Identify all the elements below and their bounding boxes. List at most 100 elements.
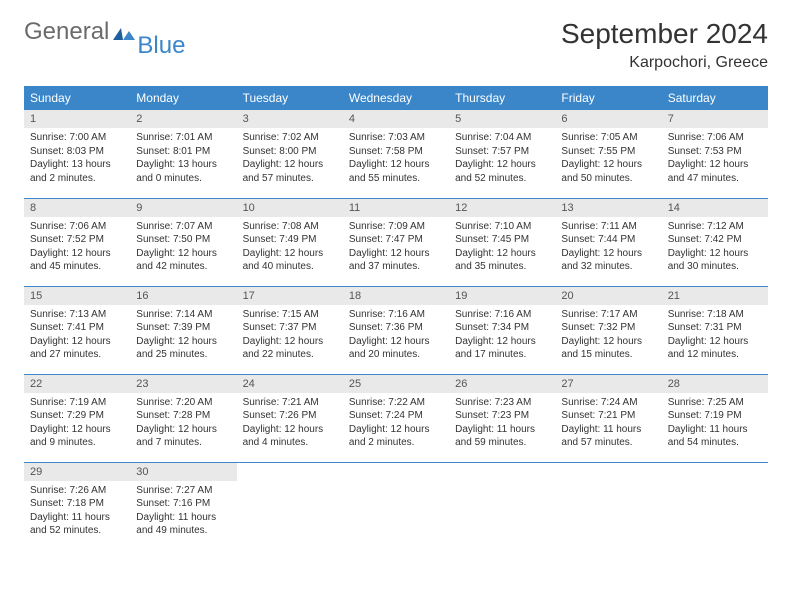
daylight-text: Daylight: 12 hours and 30 minutes. xyxy=(668,247,762,274)
sunrise-text: Sunrise: 7:25 AM xyxy=(668,396,762,410)
sunrise-text: Sunrise: 7:04 AM xyxy=(455,131,549,145)
sunset-text: Sunset: 7:31 PM xyxy=(668,321,762,335)
calendar-cell: 4Sunrise: 7:03 AMSunset: 7:58 PMDaylight… xyxy=(343,110,449,198)
daylight-text: Daylight: 12 hours and 9 minutes. xyxy=(30,423,124,450)
sunrise-text: Sunrise: 7:16 AM xyxy=(455,308,549,322)
calendar-cell: 24Sunrise: 7:21 AMSunset: 7:26 PMDayligh… xyxy=(237,374,343,462)
header: General Blue September 2024 Karpochori, … xyxy=(24,18,768,72)
daylight-text: Daylight: 13 hours and 2 minutes. xyxy=(30,158,124,185)
daylight-text: Daylight: 13 hours and 0 minutes. xyxy=(136,158,230,185)
sunset-text: Sunset: 7:29 PM xyxy=(30,409,124,423)
daylight-text: Daylight: 12 hours and 32 minutes. xyxy=(561,247,655,274)
calendar-cell: 28Sunrise: 7:25 AMSunset: 7:19 PMDayligh… xyxy=(662,374,768,462)
sunrise-text: Sunrise: 7:27 AM xyxy=(136,484,230,498)
calendar-cell: 21Sunrise: 7:18 AMSunset: 7:31 PMDayligh… xyxy=(662,286,768,374)
sunrise-text: Sunrise: 7:19 AM xyxy=(30,396,124,410)
day-number: 10 xyxy=(237,199,343,217)
day-number: 29 xyxy=(24,463,130,481)
day-details: Sunrise: 7:01 AMSunset: 8:01 PMDaylight:… xyxy=(130,128,236,189)
calendar-cell: 27Sunrise: 7:24 AMSunset: 7:21 PMDayligh… xyxy=(555,374,661,462)
day-number: 17 xyxy=(237,287,343,305)
daylight-text: Daylight: 11 hours and 59 minutes. xyxy=(455,423,549,450)
day-details: Sunrise: 7:09 AMSunset: 7:47 PMDaylight:… xyxy=(343,217,449,278)
daylight-text: Daylight: 12 hours and 50 minutes. xyxy=(561,158,655,185)
calendar-cell: .. xyxy=(555,462,661,550)
sunrise-text: Sunrise: 7:07 AM xyxy=(136,220,230,234)
daylight-text: Daylight: 12 hours and 25 minutes. xyxy=(136,335,230,362)
day-details: Sunrise: 7:02 AMSunset: 8:00 PMDaylight:… xyxy=(237,128,343,189)
sunrise-text: Sunrise: 7:06 AM xyxy=(30,220,124,234)
daylight-text: Daylight: 11 hours and 57 minutes. xyxy=(561,423,655,450)
sunset-text: Sunset: 7:36 PM xyxy=(349,321,443,335)
daylight-text: Daylight: 12 hours and 37 minutes. xyxy=(349,247,443,274)
day-number: 30 xyxy=(130,463,236,481)
sunset-text: Sunset: 7:23 PM xyxy=(455,409,549,423)
sunset-text: Sunset: 8:00 PM xyxy=(243,145,337,159)
day-details: Sunrise: 7:24 AMSunset: 7:21 PMDaylight:… xyxy=(555,393,661,454)
daylight-text: Daylight: 12 hours and 15 minutes. xyxy=(561,335,655,362)
calendar-row: 22Sunrise: 7:19 AMSunset: 7:29 PMDayligh… xyxy=(24,374,768,462)
daylight-text: Daylight: 12 hours and 52 minutes. xyxy=(455,158,549,185)
day-details: Sunrise: 7:07 AMSunset: 7:50 PMDaylight:… xyxy=(130,217,236,278)
calendar-cell: 6Sunrise: 7:05 AMSunset: 7:55 PMDaylight… xyxy=(555,110,661,198)
sunset-text: Sunset: 7:21 PM xyxy=(561,409,655,423)
sunset-text: Sunset: 7:44 PM xyxy=(561,233,655,247)
sunrise-text: Sunrise: 7:05 AM xyxy=(561,131,655,145)
day-details: Sunrise: 7:05 AMSunset: 7:55 PMDaylight:… xyxy=(555,128,661,189)
sunset-text: Sunset: 7:50 PM xyxy=(136,233,230,247)
sunset-text: Sunset: 7:53 PM xyxy=(668,145,762,159)
day-number: 13 xyxy=(555,199,661,217)
sunset-text: Sunset: 7:42 PM xyxy=(668,233,762,247)
sunrise-text: Sunrise: 7:12 AM xyxy=(668,220,762,234)
day-details: Sunrise: 7:19 AMSunset: 7:29 PMDaylight:… xyxy=(24,393,130,454)
calendar-table: Sunday Monday Tuesday Wednesday Thursday… xyxy=(24,86,768,550)
day-number: 7 xyxy=(662,110,768,128)
calendar-row: 1Sunrise: 7:00 AMSunset: 8:03 PMDaylight… xyxy=(24,110,768,198)
sunrise-text: Sunrise: 7:02 AM xyxy=(243,131,337,145)
calendar-row: 29Sunrise: 7:26 AMSunset: 7:18 PMDayligh… xyxy=(24,462,768,550)
day-details: Sunrise: 7:17 AMSunset: 7:32 PMDaylight:… xyxy=(555,305,661,366)
dow-saturday: Saturday xyxy=(662,86,768,110)
calendar-cell: 16Sunrise: 7:14 AMSunset: 7:39 PMDayligh… xyxy=(130,286,236,374)
sunrise-text: Sunrise: 7:21 AM xyxy=(243,396,337,410)
sunrise-text: Sunrise: 7:16 AM xyxy=(349,308,443,322)
day-number: 9 xyxy=(130,199,236,217)
calendar-cell: 23Sunrise: 7:20 AMSunset: 7:28 PMDayligh… xyxy=(130,374,236,462)
day-details: Sunrise: 7:16 AMSunset: 7:34 PMDaylight:… xyxy=(449,305,555,366)
calendar-cell: 10Sunrise: 7:08 AMSunset: 7:49 PMDayligh… xyxy=(237,198,343,286)
daylight-text: Daylight: 12 hours and 40 minutes. xyxy=(243,247,337,274)
sunrise-text: Sunrise: 7:24 AM xyxy=(561,396,655,410)
calendar-cell: 26Sunrise: 7:23 AMSunset: 7:23 PMDayligh… xyxy=(449,374,555,462)
day-details: Sunrise: 7:15 AMSunset: 7:37 PMDaylight:… xyxy=(237,305,343,366)
calendar-cell: 29Sunrise: 7:26 AMSunset: 7:18 PMDayligh… xyxy=(24,462,130,550)
calendar-row: 15Sunrise: 7:13 AMSunset: 7:41 PMDayligh… xyxy=(24,286,768,374)
title-block: September 2024 Karpochori, Greece xyxy=(561,18,768,72)
day-number: 8 xyxy=(24,199,130,217)
day-number: 27 xyxy=(555,375,661,393)
location-label: Karpochori, Greece xyxy=(561,54,768,72)
day-number: 24 xyxy=(237,375,343,393)
calendar-cell: 8Sunrise: 7:06 AMSunset: 7:52 PMDaylight… xyxy=(24,198,130,286)
sunrise-text: Sunrise: 7:18 AM xyxy=(668,308,762,322)
sunset-text: Sunset: 8:01 PM xyxy=(136,145,230,159)
day-details: Sunrise: 7:18 AMSunset: 7:31 PMDaylight:… xyxy=(662,305,768,366)
day-details: Sunrise: 7:06 AMSunset: 7:52 PMDaylight:… xyxy=(24,217,130,278)
calendar-cell: 9Sunrise: 7:07 AMSunset: 7:50 PMDaylight… xyxy=(130,198,236,286)
calendar-cell: 1Sunrise: 7:00 AMSunset: 8:03 PMDaylight… xyxy=(24,110,130,198)
calendar-cell: .. xyxy=(662,462,768,550)
day-details: Sunrise: 7:20 AMSunset: 7:28 PMDaylight:… xyxy=(130,393,236,454)
daylight-text: Daylight: 12 hours and 17 minutes. xyxy=(455,335,549,362)
sunset-text: Sunset: 7:26 PM xyxy=(243,409,337,423)
sunset-text: Sunset: 7:41 PM xyxy=(30,321,124,335)
sunset-text: Sunset: 7:37 PM xyxy=(243,321,337,335)
sunset-text: Sunset: 7:28 PM xyxy=(136,409,230,423)
day-number: 28 xyxy=(662,375,768,393)
sunrise-text: Sunrise: 7:01 AM xyxy=(136,131,230,145)
sunrise-text: Sunrise: 7:03 AM xyxy=(349,131,443,145)
day-details: Sunrise: 7:25 AMSunset: 7:19 PMDaylight:… xyxy=(662,393,768,454)
day-number: 15 xyxy=(24,287,130,305)
sunset-text: Sunset: 7:39 PM xyxy=(136,321,230,335)
sunset-text: Sunset: 7:57 PM xyxy=(455,145,549,159)
day-number: 21 xyxy=(662,287,768,305)
calendar-cell: 20Sunrise: 7:17 AMSunset: 7:32 PMDayligh… xyxy=(555,286,661,374)
